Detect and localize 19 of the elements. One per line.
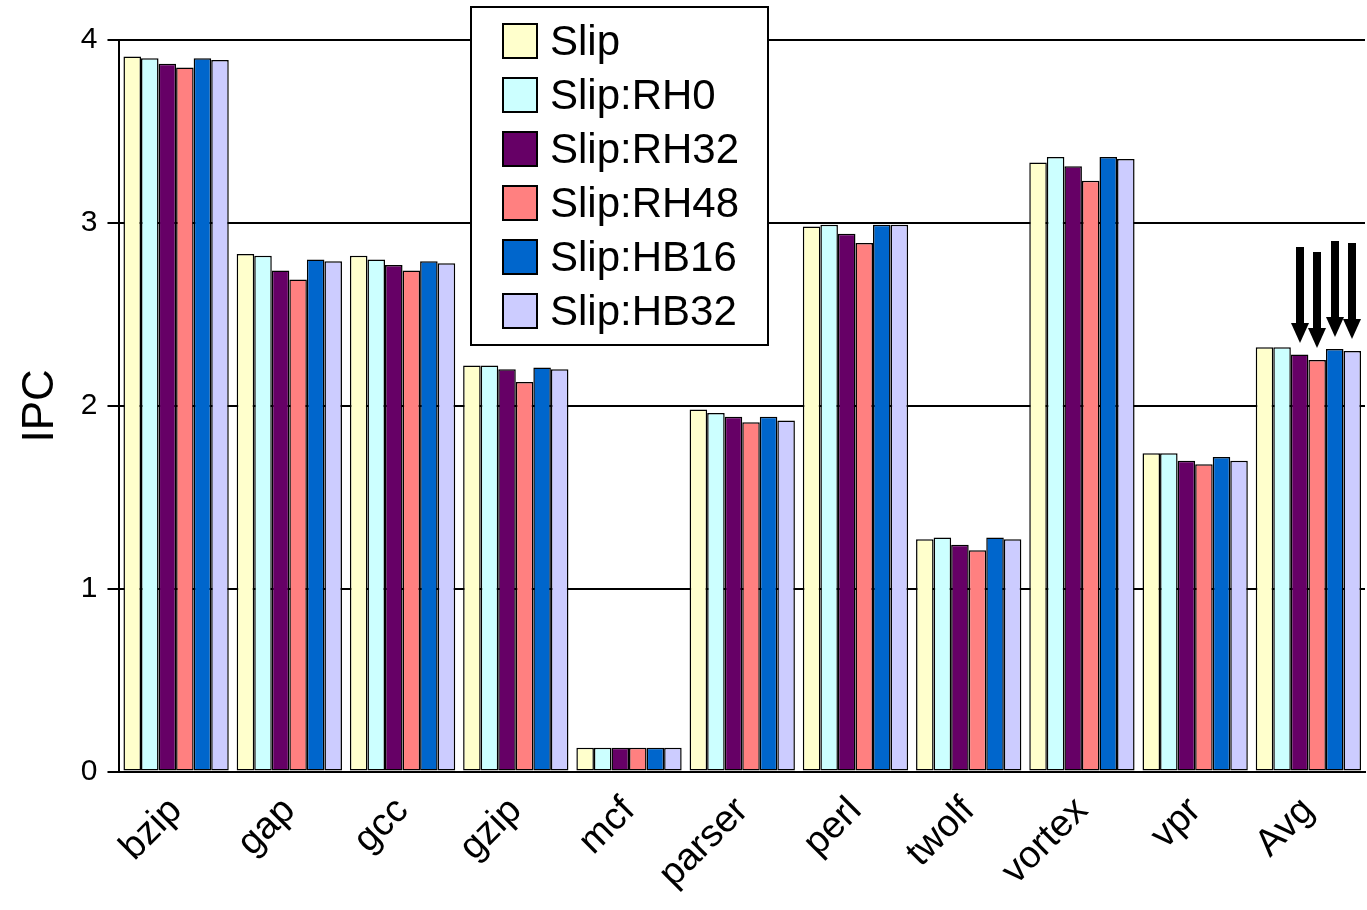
y-axis-title: IPC	[12, 369, 62, 443]
x-tick-label: gcc	[344, 788, 416, 860]
x-tick-label: vpr	[1141, 787, 1209, 856]
y-tick-label: 1	[80, 569, 98, 603]
y-tick-label: 2	[80, 387, 98, 421]
legend-label: Slip:RH32	[550, 124, 740, 174]
x-tick-label: gzip	[449, 788, 529, 868]
x-tick-label: gap	[227, 788, 303, 863]
legend-label: Slip:RH48	[550, 178, 740, 228]
legend-label: Slip:HB32	[550, 286, 737, 336]
y-tick-label: 0	[80, 752, 98, 786]
y-tick-label: 4	[80, 21, 98, 55]
x-tick-label: bzip	[110, 788, 190, 868]
legend-label: Slip:HB16	[550, 232, 737, 282]
legend-label: Slip	[550, 16, 621, 66]
legend-label: Slip:RH0	[550, 70, 716, 120]
y-tick-label: 3	[80, 204, 98, 238]
x-tick-label: mcf	[569, 787, 643, 862]
x-tick-label: Avg	[1245, 788, 1322, 864]
